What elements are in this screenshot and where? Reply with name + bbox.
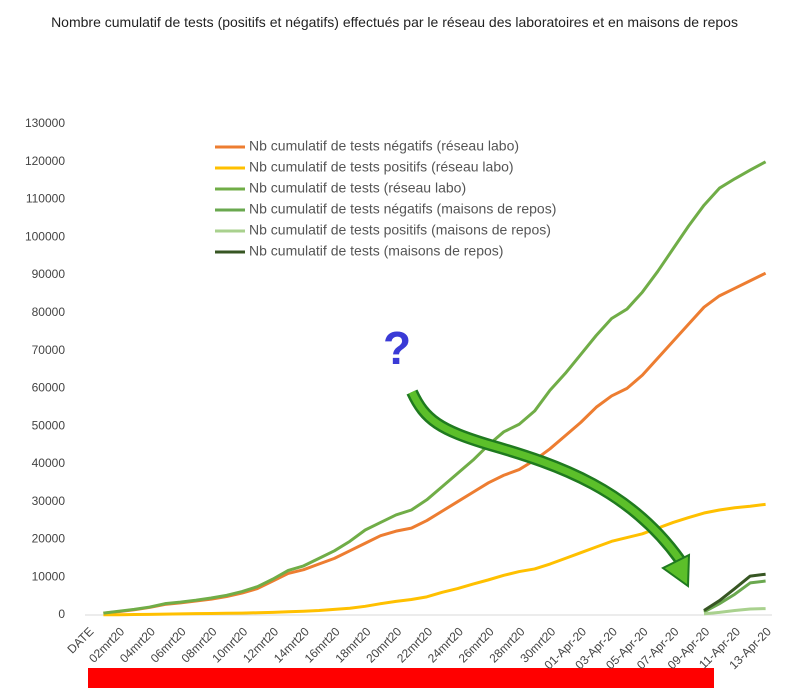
annotation: ?	[383, 322, 411, 374]
y-tick-label: 50000	[32, 418, 66, 432]
y-tick-label: 120000	[25, 154, 65, 168]
legend-label: Nb cumulatif de tests négatifs (réseau l…	[249, 138, 519, 154]
y-tick-label: 0	[58, 607, 65, 621]
chart-title: Nombre cumulatif de tests (positifs et n…	[51, 14, 738, 30]
legend-label: Nb cumulatif de tests (maisons de repos)	[249, 243, 503, 259]
legend-label: Nb cumulatif de tests (réseau labo)	[249, 180, 466, 196]
arrow-shaft	[408, 390, 683, 563]
series-line	[103, 160, 767, 615]
arrow-head	[661, 553, 691, 588]
y-tick-label: 110000	[26, 192, 65, 206]
y-tick-label: 80000	[32, 305, 66, 319]
series-line	[703, 579, 766, 614]
y-tick-label: 100000	[25, 229, 65, 243]
y-tick-label: 70000	[32, 343, 66, 357]
series-line	[703, 607, 766, 616]
legend-label: Nb cumulatif de tests positifs (maisons …	[249, 222, 551, 238]
y-tick-label: 130000	[25, 116, 65, 130]
y-tick-label: 10000	[32, 569, 66, 583]
y-tick-label: 40000	[32, 456, 66, 470]
series-line	[703, 572, 766, 612]
legend-label: Nb cumulatif de tests positifs (réseau l…	[249, 159, 514, 175]
y-tick-label: 90000	[32, 267, 66, 281]
legend-label: Nb cumulatif de tests négatifs (maisons …	[249, 201, 556, 217]
redaction	[88, 668, 714, 688]
y-tick-label: 60000	[32, 381, 66, 395]
series-line	[103, 271, 767, 615]
y-tick-label: 20000	[32, 532, 66, 546]
y-tick-label: 30000	[32, 494, 66, 508]
